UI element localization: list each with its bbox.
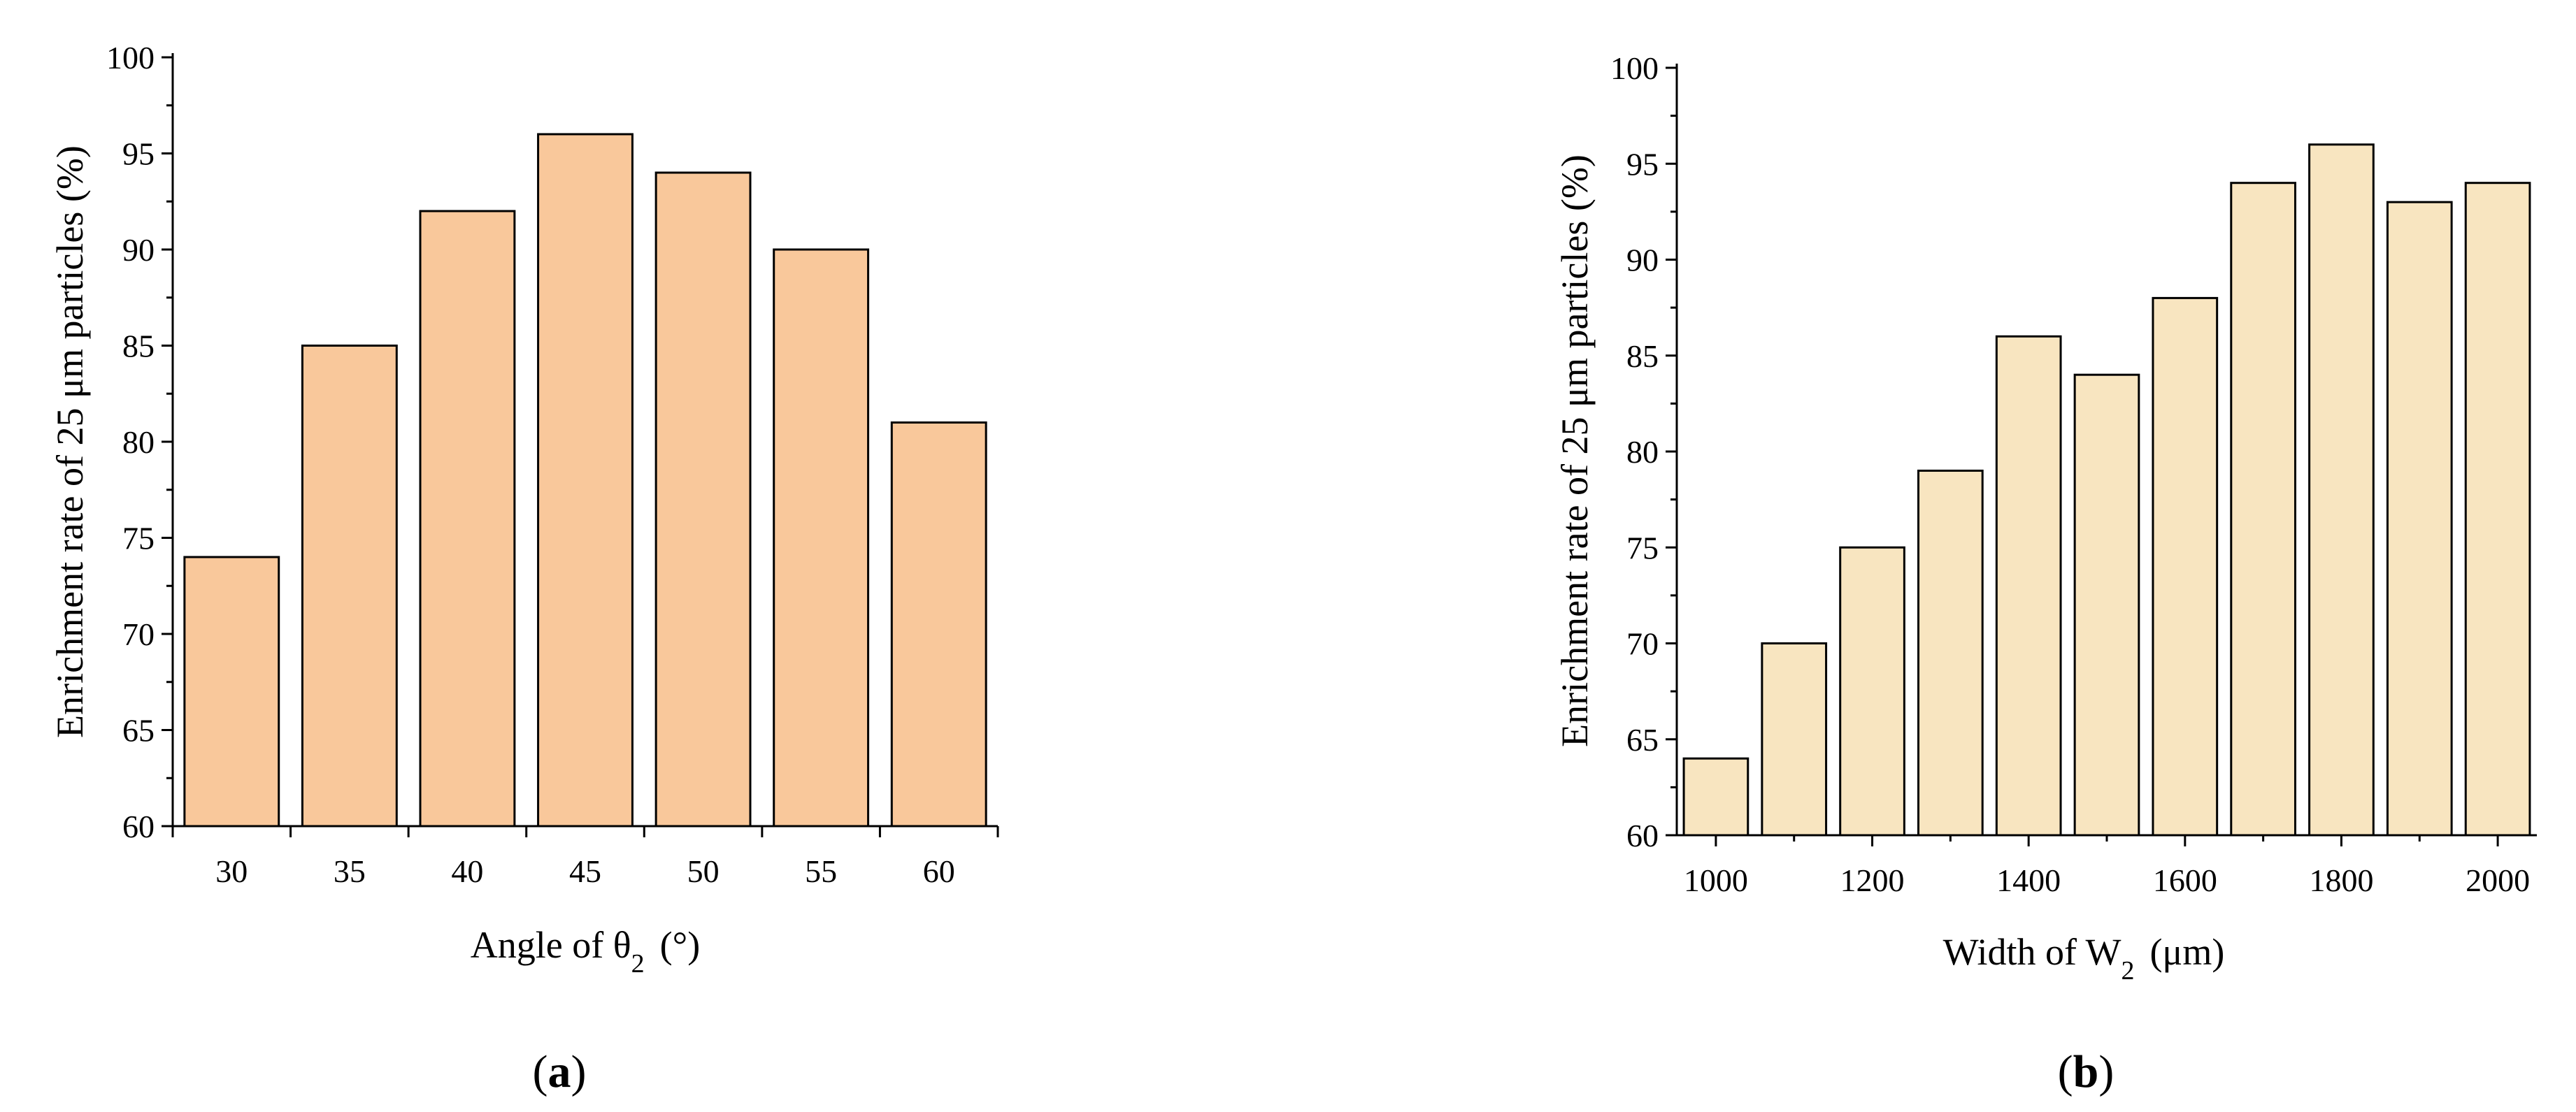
bar (2230, 182, 2296, 837)
x-axis-title-main: Width of W (1943, 931, 2121, 973)
panel-label-letter: a (548, 1046, 571, 1097)
y-tick-label: 95 (1626, 146, 1659, 182)
y-tick-label: 80 (1626, 434, 1659, 470)
bar (773, 248, 870, 828)
bar (1839, 546, 1905, 837)
bar (654, 171, 752, 828)
y-tick-label: 85 (1626, 338, 1659, 374)
bar (2464, 182, 2531, 837)
panel-label-close: ) (2098, 1046, 2114, 1097)
panel-label: (b) (2058, 1046, 2115, 1097)
x-tick-label: 1400 (1996, 862, 2061, 898)
x-axis-title-main: Angle of θ (471, 924, 631, 966)
x-tick-label: 40 (451, 853, 483, 889)
bar (2386, 201, 2453, 837)
bar (183, 556, 280, 828)
y-tick-label: 75 (122, 521, 155, 556)
x-axis-title-subscript: 2 (631, 949, 645, 979)
bar (1917, 469, 1984, 837)
y-tick-label: 100 (1610, 50, 1659, 86)
y-axis-title: Enrichment rate of 25 μm particles (%) (1554, 154, 1596, 747)
y-tick-label: 60 (122, 809, 155, 844)
x-tick-label: 45 (569, 853, 601, 889)
x-axis-title-unit: (°) (660, 924, 701, 966)
panel-label-letter: b (2073, 1046, 2099, 1097)
bar (1995, 335, 2062, 837)
chart-panel-b: 60 65 70 75 80 85 90 95 100 1000 1200 1400 1600 1800 2… (1554, 50, 2537, 1097)
bar (537, 133, 634, 828)
x-tick-label: 55 (805, 853, 837, 889)
chart-panel-a: 60 65 70 75 80 85 90 95 100 30 35 40 45 50 55 60 Angle o… (49, 40, 999, 1097)
y-tick-label: 70 (122, 616, 155, 652)
bar (1682, 757, 1749, 837)
x-tick-label: 1600 (2153, 862, 2217, 898)
y-tick-label: 65 (122, 713, 155, 749)
y-tick-label: 75 (1626, 530, 1659, 565)
x-tick-label: 1800 (2309, 862, 2373, 898)
y-axis-title: Enrichment rate of 25 μm particles (%) (49, 145, 91, 738)
y-tick-label: 65 (1626, 722, 1659, 758)
x-tick-label: 60 (923, 853, 955, 889)
bar (301, 345, 398, 828)
panel-label-open: ( (533, 1046, 548, 1097)
panel-label-close: ) (571, 1046, 587, 1097)
bar (2073, 373, 2140, 837)
x-tick-label: 2000 (2466, 862, 2530, 898)
panel-label-open: ( (2058, 1046, 2073, 1097)
bar (2308, 143, 2375, 837)
x-axis-title-unit: (μm) (2149, 931, 2224, 973)
x-axis-title-subscript: 2 (2121, 956, 2134, 985)
bar (419, 210, 516, 828)
y-tick-label: 95 (122, 136, 155, 172)
y-tick-label: 90 (122, 232, 155, 268)
x-tick-label: 1000 (1684, 862, 1748, 898)
x-tick-label: 35 (334, 853, 366, 889)
panel-label: (a) (533, 1046, 587, 1097)
bar (2152, 296, 2219, 837)
x-axis-title: Angle of θ2 (°) (471, 924, 700, 979)
y-tick-label: 70 (1626, 626, 1659, 662)
x-tick-label: 50 (687, 853, 720, 889)
bar (890, 421, 987, 828)
bar (1761, 642, 1828, 837)
x-tick-label: 1200 (1840, 862, 1905, 898)
y-tick-label: 85 (122, 328, 155, 364)
y-tick-label: 100 (106, 40, 155, 75)
x-axis-title: Width of W2 (μm) (1943, 931, 2225, 985)
x-tick-label: 30 (215, 853, 248, 889)
y-tick-label: 60 (1626, 818, 1659, 853)
y-tick-label: 80 (122, 424, 155, 460)
y-tick-label: 90 (1626, 243, 1659, 278)
